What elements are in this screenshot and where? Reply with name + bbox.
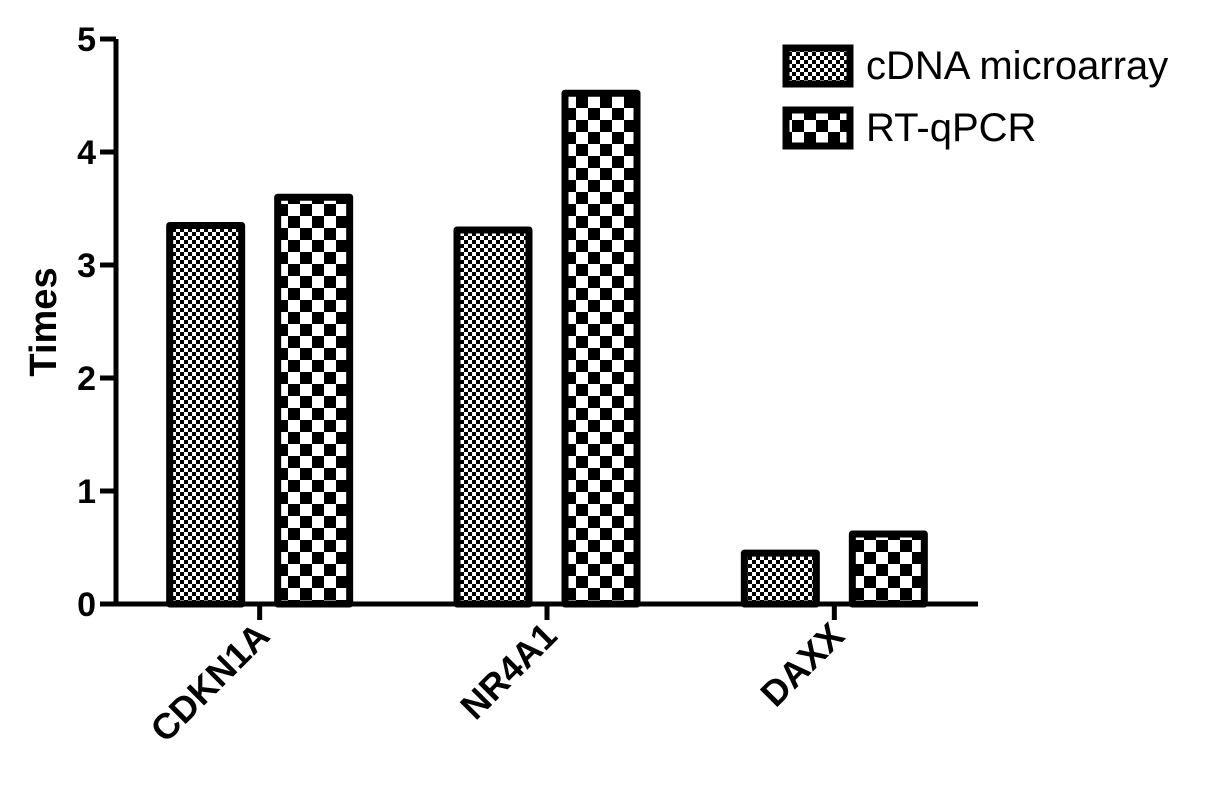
x-tick-label: NR4A1 (452, 615, 564, 727)
bar-nr4a1-rt-qpcr (561, 89, 641, 608)
y-tick-label: 4 (77, 134, 96, 172)
legend-label: cDNA microarray (866, 44, 1168, 88)
y-tick-label: 3 (77, 247, 96, 285)
x-tick-label: CDKN1A (142, 615, 277, 750)
y-tick-label: 0 (77, 586, 96, 624)
bar-nr4a1-microarray (453, 226, 533, 608)
y-axis-title: Times (23, 267, 65, 376)
bar-cdkn1a-microarray (166, 221, 246, 608)
bar-daxx-rt-qpcr (848, 530, 928, 608)
y-tick-label: 1 (77, 473, 96, 511)
bars (166, 89, 928, 608)
x-axis (114, 601, 978, 620)
y-tick-label: 2 (77, 360, 96, 398)
legend-label: RT-qPCR (866, 106, 1036, 150)
bar-daxx-microarray (740, 549, 820, 608)
x-tick-label: DAXX (752, 615, 852, 715)
y-tick-label: 5 (77, 21, 96, 59)
legend-swatch (782, 106, 854, 150)
category-labels: CDKN1A NR4A1 DAXX (142, 615, 852, 750)
legend-swatch (782, 44, 854, 88)
legend: cDNA microarray RT-qPCR (782, 44, 1168, 150)
y-axis: 0 1 2 3 4 5 (77, 21, 119, 624)
bar-cdkn1a-rt-qpcr (274, 193, 354, 608)
